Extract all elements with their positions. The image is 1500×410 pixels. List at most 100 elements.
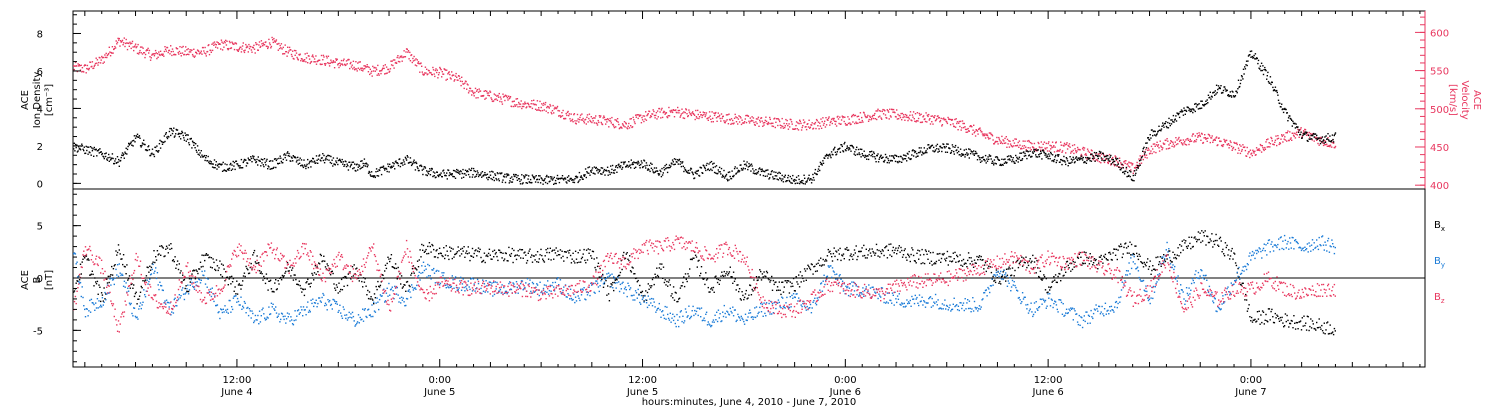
data-point-velocity bbox=[1167, 147, 1170, 150]
data-point-velocity bbox=[558, 115, 560, 117]
data-point-velocity bbox=[668, 106, 670, 109]
data-point-velocity bbox=[886, 117, 888, 119]
data-point-velocity bbox=[785, 118, 787, 121]
data-point-velocity bbox=[641, 116, 643, 119]
data-point-velocity bbox=[720, 120, 722, 122]
data-point-bx bbox=[231, 281, 234, 283]
data-point-velocity bbox=[225, 39, 227, 42]
data-point-velocity bbox=[628, 122, 630, 125]
data-point-velocity bbox=[643, 120, 645, 123]
data-point-density bbox=[339, 158, 341, 160]
data-point-velocity bbox=[434, 75, 436, 78]
data-point-bx bbox=[275, 288, 278, 291]
data-point-density bbox=[284, 156, 286, 159]
data-point-velocity bbox=[906, 114, 908, 117]
data-point-density bbox=[1062, 160, 1064, 162]
data-point-velocity bbox=[201, 53, 203, 55]
data-point-bx bbox=[482, 259, 485, 262]
data-point-density bbox=[1304, 131, 1307, 133]
data-point-density bbox=[1162, 122, 1164, 124]
data-point-density bbox=[1109, 156, 1111, 158]
data-point-velocity bbox=[1212, 141, 1214, 143]
data-point-density bbox=[656, 170, 659, 172]
data-point-density bbox=[830, 156, 832, 159]
data-point-velocity bbox=[353, 66, 355, 69]
data-point-bx bbox=[809, 267, 811, 269]
data-point-velocity bbox=[103, 61, 105, 63]
data-point-velocity bbox=[449, 73, 451, 76]
data-point-velocity bbox=[243, 50, 245, 52]
data-point-density bbox=[585, 176, 587, 179]
data-point-density bbox=[616, 166, 619, 169]
data-point-density bbox=[757, 172, 759, 174]
data-point-density bbox=[728, 179, 730, 181]
data-point-density bbox=[966, 152, 968, 154]
data-point-velocity bbox=[1006, 146, 1008, 148]
data-point-bx bbox=[512, 261, 514, 264]
data-point-velocity bbox=[291, 55, 293, 58]
data-point-density bbox=[780, 178, 782, 180]
data-point-density bbox=[1107, 159, 1109, 161]
data-point-density bbox=[446, 172, 448, 174]
data-point-velocity bbox=[128, 45, 130, 47]
data-point-velocity bbox=[1166, 138, 1168, 140]
data-point-density bbox=[168, 130, 171, 133]
data-point-density bbox=[897, 161, 899, 164]
data-point-velocity bbox=[1022, 140, 1024, 142]
data-point-density bbox=[1150, 137, 1152, 139]
data-point-velocity bbox=[1215, 137, 1217, 139]
data-point-velocity bbox=[569, 120, 572, 122]
top-left-axis-unit: [cm⁻³] bbox=[44, 84, 55, 116]
data-point-velocity bbox=[932, 123, 934, 125]
data-point-density bbox=[218, 166, 220, 168]
data-point-bx bbox=[535, 254, 537, 256]
data-point-density bbox=[360, 160, 362, 162]
data-point-density bbox=[79, 149, 82, 151]
data-point-density bbox=[144, 143, 146, 146]
data-point-bx bbox=[539, 254, 541, 256]
data-point-velocity bbox=[578, 121, 580, 123]
data-point-density bbox=[487, 176, 490, 179]
data-point-density bbox=[1298, 129, 1300, 131]
data-point-velocity bbox=[1100, 153, 1103, 155]
data-point-bx bbox=[452, 248, 454, 250]
data-point-density bbox=[1078, 157, 1080, 159]
data-point-velocity bbox=[323, 63, 326, 65]
data-point-velocity bbox=[959, 125, 961, 128]
data-point-density bbox=[307, 166, 310, 169]
data-point-velocity bbox=[123, 37, 125, 39]
data-point-density bbox=[1080, 155, 1083, 157]
data-point-velocity bbox=[406, 48, 408, 50]
data-point-velocity bbox=[692, 111, 694, 113]
data-point-velocity bbox=[1040, 149, 1042, 151]
data-point-velocity bbox=[1004, 137, 1006, 140]
data-point-bx bbox=[133, 295, 136, 298]
data-point-velocity bbox=[538, 107, 540, 109]
data-point-density bbox=[283, 154, 285, 156]
data-point-velocity bbox=[827, 117, 830, 120]
data-point-bx bbox=[808, 265, 810, 268]
data-point-density bbox=[725, 175, 727, 177]
data-point-density bbox=[198, 149, 200, 151]
data-point-density bbox=[246, 162, 249, 165]
data-point-density bbox=[914, 151, 916, 154]
data-point-density bbox=[305, 167, 307, 170]
data-point-bx bbox=[426, 253, 428, 255]
data-point-bx bbox=[665, 284, 667, 286]
data-point-velocity bbox=[645, 111, 647, 113]
data-point-velocity bbox=[407, 50, 410, 52]
data-point-bx bbox=[478, 251, 480, 253]
data-point-density bbox=[210, 161, 212, 163]
data-point-velocity bbox=[710, 118, 712, 120]
data-point-density bbox=[266, 158, 268, 161]
data-point-density bbox=[517, 174, 519, 177]
data-point-density bbox=[512, 178, 514, 181]
data-point-velocity bbox=[832, 119, 835, 121]
data-point-velocity bbox=[1267, 138, 1269, 140]
data-point-bx bbox=[585, 262, 587, 264]
data-point-bx bbox=[494, 253, 497, 255]
data-point-velocity bbox=[86, 67, 88, 70]
data-point-density bbox=[1239, 82, 1242, 85]
data-point-density bbox=[229, 163, 231, 166]
data-point-velocity bbox=[922, 115, 925, 117]
